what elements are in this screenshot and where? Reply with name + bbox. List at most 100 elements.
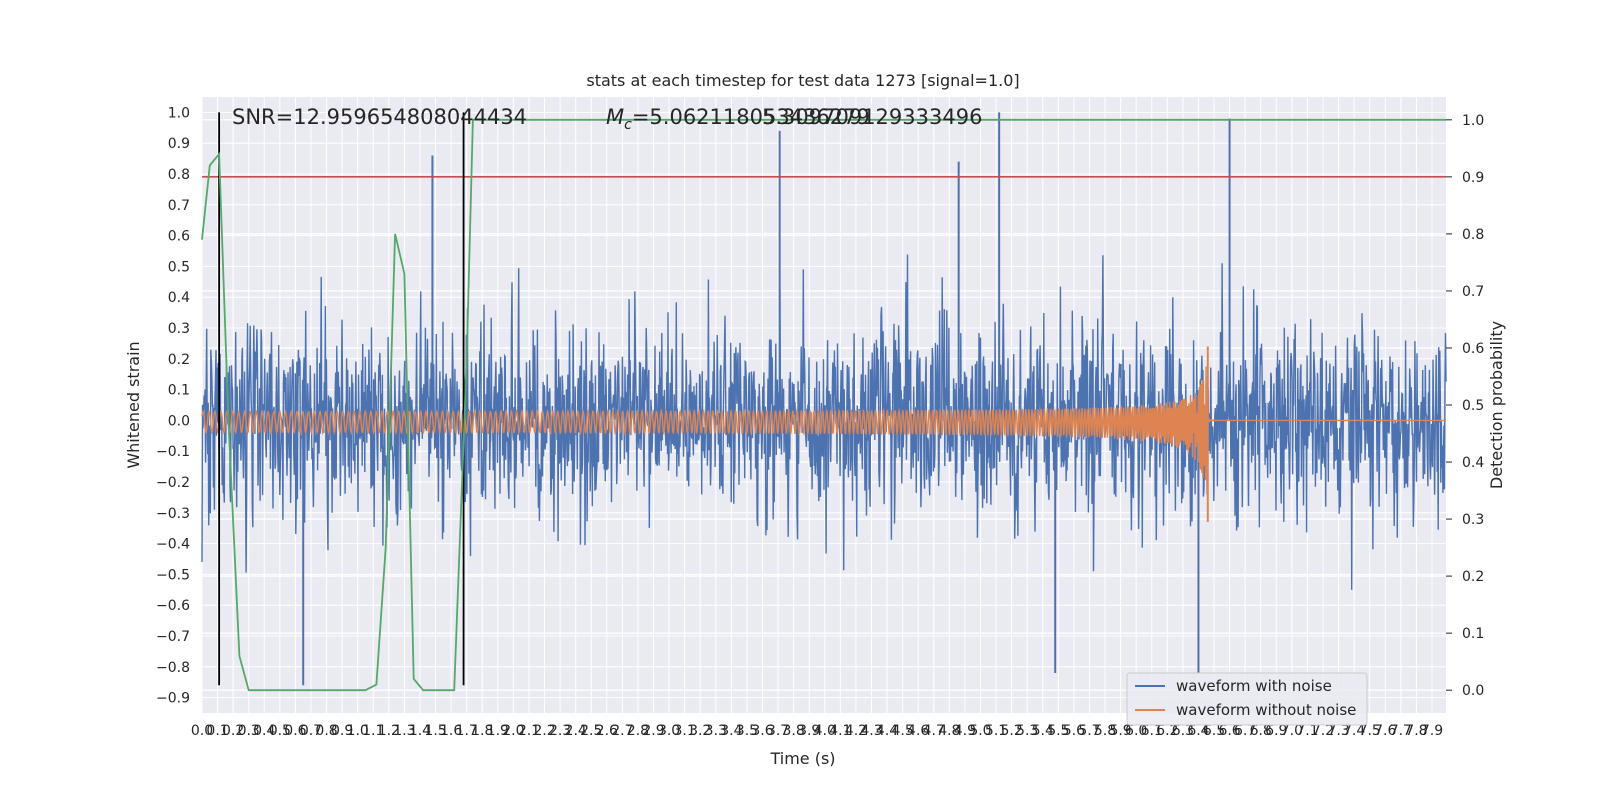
x-tick-label: 5.1 (985, 723, 1007, 739)
y-tick-label: 0.1 (168, 383, 190, 399)
x-tick-label: 3.2 (689, 723, 711, 739)
y-tick-label: 0.8 (168, 167, 190, 183)
y-tick-label: −0.1 (156, 444, 190, 460)
x-tick-label: 0.3 (238, 723, 260, 739)
x-tick-label: 7.3 (1327, 723, 1349, 739)
x-tick-label: 6.8 (1250, 723, 1272, 739)
x-tick-label: 0.1 (206, 723, 228, 739)
x-tick-label: 0.6 (284, 723, 306, 739)
x-tick-label: 4.9 (954, 723, 976, 739)
x-tick-label: 5.2 (1000, 723, 1022, 739)
x-tick-label: 7.6 (1374, 723, 1396, 739)
y-tick-label: 0.9 (168, 136, 190, 152)
mc-value: =5.062118053436279 (632, 105, 870, 129)
x-tick-label: 1.9 (487, 723, 509, 739)
y-tick-label: −0.8 (156, 660, 190, 676)
y2-tick-label: 0.2 (1462, 569, 1484, 585)
x-tick-label: 6.2 (1156, 723, 1178, 739)
x-tick-label: 7.5 (1359, 723, 1381, 739)
x-tick-label: 5.4 (1032, 723, 1054, 739)
x-tick-label: 3.1 (674, 723, 696, 739)
x-tick-label: 7.7 (1390, 723, 1412, 739)
noise-waveform-line (201, 254, 1447, 590)
x-tick-label: 1.3 (393, 723, 415, 739)
x-axis-label: Time (s) (769, 749, 835, 768)
y2-tick-label: 0.4 (1462, 455, 1484, 471)
x-tick-label: 7.1 (1296, 723, 1318, 739)
x-tick-label: 3.9 (798, 723, 820, 739)
series-waveform-without-noise (201, 346, 1446, 523)
x-tick-label: 0.0 (191, 723, 213, 739)
x-tick-label: 4.8 (938, 723, 960, 739)
y-tick-label: 1.0 (168, 105, 190, 121)
x-tick-label: 4.3 (860, 723, 882, 739)
series-waveform-with-noise (201, 112, 1447, 686)
mc-annotation: Mc=5.062118053436279 (606, 105, 870, 133)
overlay-lines (201, 112, 1446, 692)
y-tick-label: −0.3 (156, 506, 190, 522)
y-tick-label: 0.7 (168, 198, 190, 214)
y2-tick-label: 0.8 (1462, 227, 1484, 243)
y-tick-label: −0.6 (156, 598, 190, 614)
x-tick-label: 1.6 (440, 723, 462, 739)
x-tick-label: 6.9 (1265, 723, 1287, 739)
x-tick-label: 0.9 (331, 723, 353, 739)
y-tick-label: −0.5 (156, 567, 190, 583)
y-tick-label: 0.3 (168, 321, 190, 337)
detection-probability-line (201, 118, 1446, 692)
legend-box (1126, 672, 1368, 726)
x-tick-label: 7.9 (1421, 723, 1443, 739)
x-tick-label: 4.2 (845, 723, 867, 739)
x-tick-label: 7.8 (1405, 723, 1427, 739)
x-tick-label: 5.5 (1047, 723, 1069, 739)
legend: waveform with noise waveform without noi… (1126, 672, 1368, 726)
x-tick-label: 1.7 (456, 723, 478, 739)
y-tick-label: −0.7 (156, 629, 190, 645)
x-tick-label: 5.7 (1078, 723, 1100, 739)
y2-tick-label: 0.7 (1462, 284, 1484, 300)
x-tick-label: 5.8 (1094, 723, 1116, 739)
x-tick-label: 4.4 (876, 723, 898, 739)
x-tick-label: 4.6 (907, 723, 929, 739)
y2-tick-label: 0.3 (1462, 512, 1484, 528)
x-tick-label: 6.1 (1141, 723, 1163, 739)
x-tick-label: 4.7 (923, 723, 945, 739)
y-tick-label: 0.5 (168, 259, 190, 275)
y2-tick-label: 0.6 (1462, 341, 1484, 357)
x-tick-label: 2.1 (518, 723, 540, 739)
chart-title: stats at each timestep for test data 127… (586, 71, 1019, 90)
x-tick-label: 0.2 (222, 723, 244, 739)
x-tick-label: 5.9 (1109, 723, 1131, 739)
x-tick-label: 2.2 (533, 723, 555, 739)
clean-waveform-line (201, 366, 1446, 495)
x-tick-label: 2.4 (565, 723, 587, 739)
snr-annotation: SNR=12.959654808044434 (232, 105, 527, 129)
y-axis-label: Whitened strain (124, 341, 143, 468)
x-tick-label: 3.8 (783, 723, 805, 739)
x-tick-label: 2.3 (549, 723, 571, 739)
x-tick-label: 6.0 (1125, 723, 1147, 739)
x-tick-label: 3.0 (658, 723, 680, 739)
mc-subscript: c (624, 117, 632, 133)
y-tick-label: −0.9 (156, 691, 190, 707)
x-tick-label: 2.8 (627, 723, 649, 739)
x-tick-label: 5.0 (969, 723, 991, 739)
x-tick-label: 2.9 (642, 723, 664, 739)
x-tick-label: 3.6 (751, 723, 773, 739)
x-tick-label: 6.5 (1203, 723, 1225, 739)
x-tick-label: 5.6 (1063, 723, 1085, 739)
x-tick-label: 0.8 (315, 723, 337, 739)
x-tick-label: 0.7 (300, 723, 322, 739)
x-tick-label: 6.6 (1218, 723, 1240, 739)
y-tick-label: 0.2 (168, 352, 190, 368)
x-tick-label: 0.4 (253, 723, 275, 739)
y-tick-label: −0.2 (156, 475, 190, 491)
x-tick-label: 2.6 (596, 723, 618, 739)
x-tick-label: 2.5 (580, 723, 602, 739)
y2-tick-label: 1.0 (1462, 113, 1484, 129)
x-tick-label: 1.8 (471, 723, 493, 739)
x-tick-label: 4.5 (891, 723, 913, 739)
x-tick-label: 1.4 (409, 723, 431, 739)
